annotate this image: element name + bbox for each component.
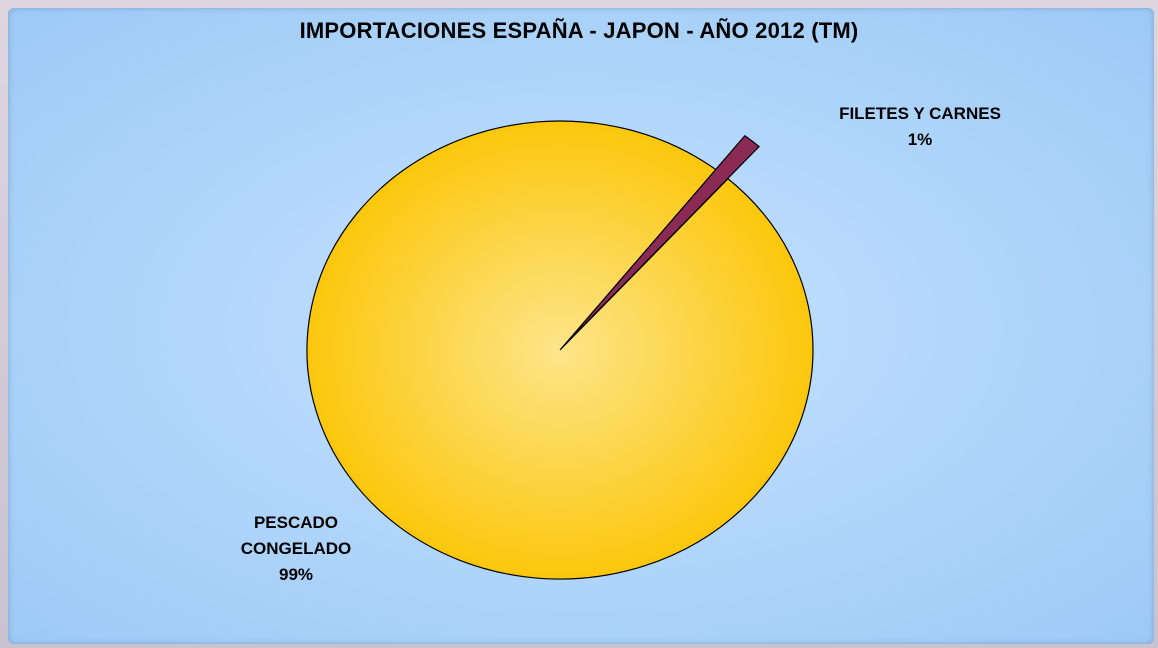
slice-label-pescado-percent: 99% — [278, 565, 314, 584]
slice-label-filetes-name: FILETES Y CARNES — [839, 104, 1001, 123]
pie-slice-0 — [562, 134, 760, 348]
slice-label-filetes-percent: 1% — [907, 130, 933, 149]
slice-label-filetes: FILETES Y CARNES 1% — [790, 101, 1050, 153]
chart-title: IMPORTACIONES ESPAÑA - JAPON - AÑO 2012 … — [299, 18, 859, 43]
slice-label-pescado: PESCADO CONGELADO 99% — [196, 510, 396, 588]
pie-slice-1 — [306, 120, 814, 580]
slice-label-pescado-name-line2: CONGELADO — [240, 539, 352, 558]
slice-label-pescado-name-line1: PESCADO — [253, 513, 339, 532]
pie-slices — [306, 120, 814, 580]
